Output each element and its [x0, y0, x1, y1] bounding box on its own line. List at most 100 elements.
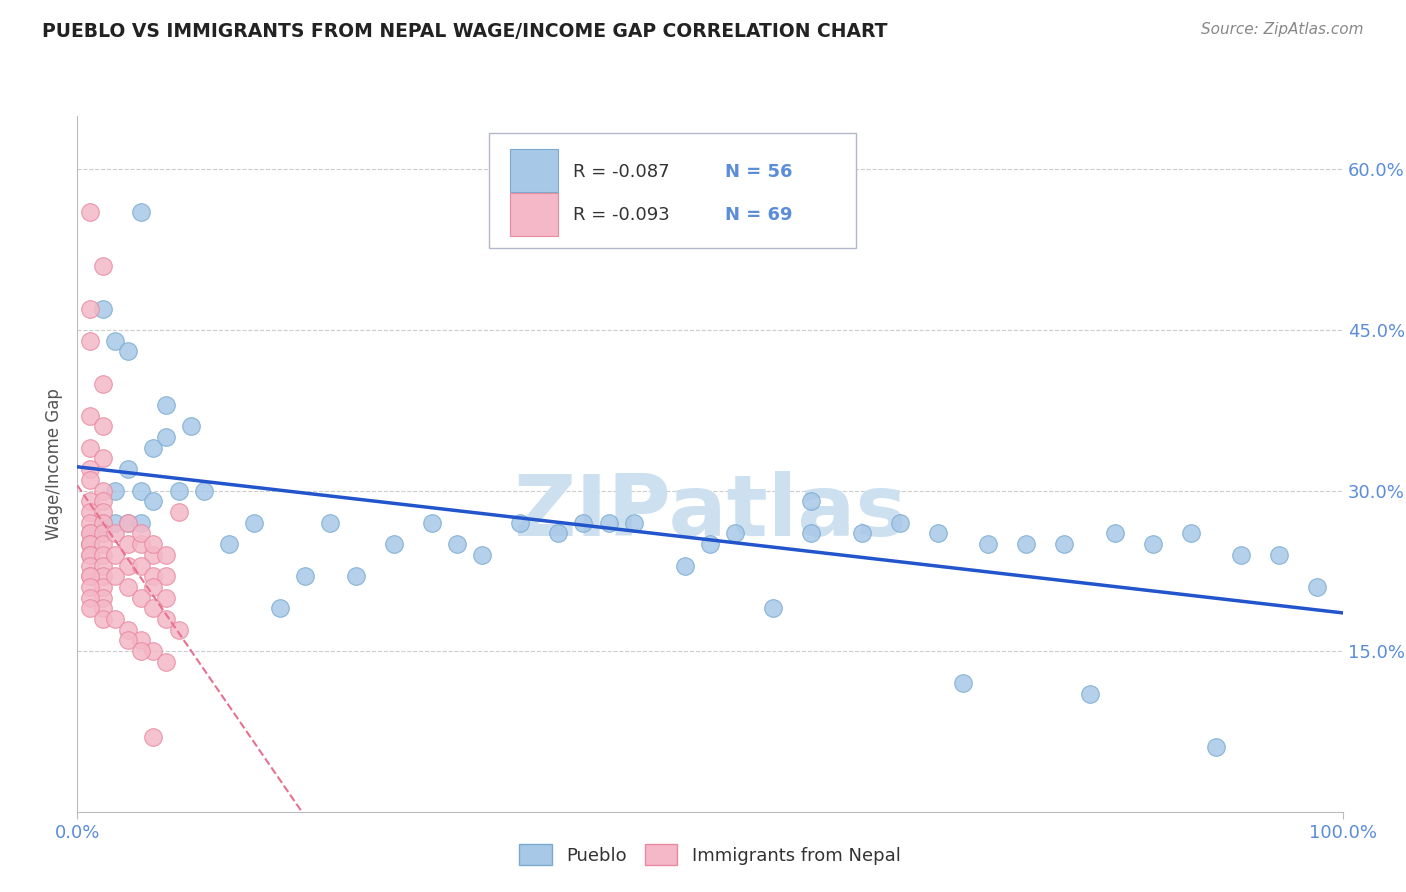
Point: [104, 516, 127, 530]
Point: [1053, 537, 1076, 551]
Point: [79, 301, 101, 316]
Point: [91, 494, 114, 508]
Point: [91, 601, 114, 615]
Point: [155, 430, 177, 444]
Point: [155, 655, 177, 669]
Point: [155, 612, 177, 626]
Point: [79, 548, 101, 562]
Point: [117, 516, 139, 530]
Point: [129, 558, 152, 573]
Y-axis label: Wage/Income Gap: Wage/Income Gap: [45, 388, 63, 540]
Point: [79, 409, 101, 423]
Point: [142, 537, 165, 551]
Point: [79, 526, 101, 541]
Point: [155, 591, 177, 605]
Point: [117, 516, 139, 530]
Point: [142, 601, 165, 615]
Point: [1142, 537, 1164, 551]
Point: [91, 569, 114, 583]
Point: [952, 676, 974, 690]
Point: [91, 526, 114, 541]
Point: [142, 730, 165, 744]
Point: [471, 548, 494, 562]
Point: [1078, 687, 1101, 701]
Point: [79, 516, 101, 530]
Point: [699, 537, 721, 551]
Point: [79, 537, 101, 551]
Point: [1015, 537, 1038, 551]
Point: [294, 569, 316, 583]
Point: [79, 494, 101, 508]
Point: [104, 548, 127, 562]
Point: [547, 526, 569, 541]
Point: [724, 526, 747, 541]
Point: [117, 623, 139, 637]
Point: [117, 633, 139, 648]
Point: [851, 526, 873, 541]
Point: [79, 580, 101, 594]
Point: [117, 344, 139, 359]
Point: [91, 516, 114, 530]
Point: [1306, 580, 1329, 594]
Text: R = -0.087: R = -0.087: [574, 162, 671, 180]
Point: [977, 537, 1000, 551]
Point: [91, 537, 114, 551]
Point: [129, 537, 152, 551]
Point: [104, 483, 127, 498]
Point: [142, 441, 165, 455]
Point: [79, 505, 101, 519]
Point: [117, 558, 139, 573]
Point: [142, 580, 165, 594]
Point: [142, 644, 165, 658]
Point: [218, 537, 240, 551]
Point: [509, 516, 531, 530]
Point: [79, 591, 101, 605]
Point: [91, 548, 114, 562]
Point: [104, 569, 127, 583]
FancyBboxPatch shape: [510, 149, 558, 193]
Point: [927, 526, 949, 541]
Point: [167, 483, 190, 498]
Point: [117, 537, 139, 551]
Point: [91, 612, 114, 626]
Point: [91, 516, 114, 530]
FancyBboxPatch shape: [510, 194, 558, 236]
Point: [1230, 548, 1253, 562]
Text: PUEBLO VS IMMIGRANTS FROM NEPAL WAGE/INCOME GAP CORRELATION CHART: PUEBLO VS IMMIGRANTS FROM NEPAL WAGE/INC…: [42, 22, 887, 41]
Point: [446, 537, 468, 551]
Point: [155, 398, 177, 412]
Point: [79, 526, 101, 541]
Point: [1268, 548, 1291, 562]
Point: [762, 601, 785, 615]
Text: N = 69: N = 69: [725, 206, 793, 224]
Point: [91, 451, 114, 466]
Point: [180, 419, 202, 434]
Point: [91, 419, 114, 434]
Point: [79, 462, 101, 476]
Point: [79, 569, 101, 583]
Text: Source: ZipAtlas.com: Source: ZipAtlas.com: [1201, 22, 1364, 37]
Point: [193, 483, 215, 498]
Point: [1104, 526, 1126, 541]
Point: [91, 505, 114, 519]
Point: [623, 516, 645, 530]
Text: ZIPatlas: ZIPatlas: [513, 471, 907, 554]
Point: [1205, 740, 1227, 755]
Point: [129, 633, 152, 648]
Point: [91, 483, 114, 498]
Point: [79, 558, 101, 573]
Point: [319, 516, 342, 530]
Point: [79, 537, 101, 551]
Text: R = -0.093: R = -0.093: [574, 206, 671, 224]
Point: [344, 569, 367, 583]
Point: [129, 483, 152, 498]
Point: [79, 473, 101, 487]
Point: [572, 516, 595, 530]
Point: [91, 259, 114, 273]
Point: [800, 526, 823, 541]
Point: [79, 569, 101, 583]
Point: [91, 301, 114, 316]
Point: [91, 558, 114, 573]
Point: [91, 526, 114, 541]
Point: [129, 516, 152, 530]
